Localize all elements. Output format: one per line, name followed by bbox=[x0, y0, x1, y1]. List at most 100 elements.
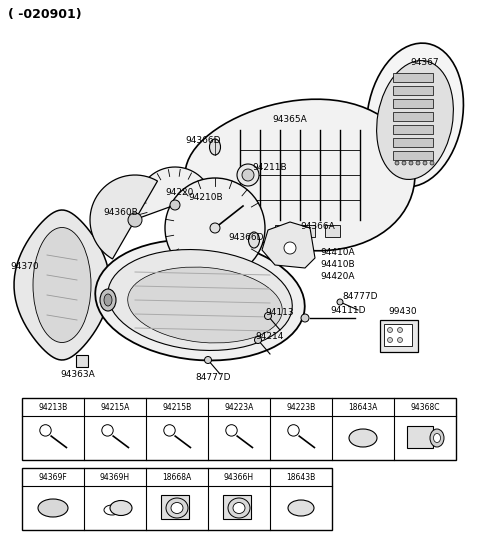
Text: 84777D: 84777D bbox=[342, 292, 377, 301]
Text: 94111D: 94111D bbox=[330, 306, 365, 315]
Ellipse shape bbox=[242, 169, 254, 181]
Ellipse shape bbox=[100, 289, 116, 311]
Bar bbox=[300, 225, 315, 237]
Ellipse shape bbox=[301, 314, 309, 322]
Ellipse shape bbox=[164, 425, 175, 436]
Ellipse shape bbox=[233, 503, 245, 514]
Bar bbox=[325, 225, 340, 237]
Text: 94420A: 94420A bbox=[320, 272, 355, 281]
Ellipse shape bbox=[288, 500, 314, 516]
Text: 94410A: 94410A bbox=[320, 248, 355, 257]
Ellipse shape bbox=[284, 242, 296, 254]
Text: 94366H: 94366H bbox=[224, 472, 254, 481]
Ellipse shape bbox=[409, 161, 413, 165]
Ellipse shape bbox=[337, 299, 343, 305]
Text: 18668A: 18668A bbox=[162, 472, 192, 481]
Text: 18643B: 18643B bbox=[287, 472, 316, 481]
Ellipse shape bbox=[430, 161, 434, 165]
Text: 99430: 99430 bbox=[388, 307, 417, 316]
Text: 94223B: 94223B bbox=[287, 403, 316, 411]
Text: 94369H: 94369H bbox=[100, 472, 130, 481]
Bar bbox=[384, 324, 412, 346]
Text: 94213B: 94213B bbox=[38, 403, 68, 411]
Ellipse shape bbox=[128, 213, 142, 227]
Polygon shape bbox=[14, 210, 110, 360]
Ellipse shape bbox=[397, 338, 403, 343]
Ellipse shape bbox=[95, 240, 305, 360]
Ellipse shape bbox=[104, 505, 120, 515]
Ellipse shape bbox=[170, 200, 180, 210]
Ellipse shape bbox=[254, 337, 262, 344]
Text: 94410B: 94410B bbox=[320, 260, 355, 269]
Bar bbox=[76, 355, 88, 367]
Polygon shape bbox=[185, 99, 415, 251]
Ellipse shape bbox=[395, 161, 399, 165]
Bar bbox=[22, 468, 332, 530]
Text: 94363A: 94363A bbox=[60, 370, 95, 379]
Ellipse shape bbox=[387, 338, 393, 343]
Text: 94369F: 94369F bbox=[38, 472, 67, 481]
Ellipse shape bbox=[204, 356, 212, 364]
Text: 94113: 94113 bbox=[265, 308, 294, 317]
Text: 94210B: 94210B bbox=[188, 193, 223, 202]
Text: 94223A: 94223A bbox=[224, 403, 254, 411]
Ellipse shape bbox=[397, 327, 403, 333]
Ellipse shape bbox=[40, 425, 51, 436]
Text: 94360B: 94360B bbox=[103, 208, 138, 217]
Text: 94366A: 94366A bbox=[300, 222, 335, 231]
Ellipse shape bbox=[367, 43, 464, 187]
Text: 94215A: 94215A bbox=[100, 403, 130, 411]
Ellipse shape bbox=[209, 139, 220, 155]
Text: 94368C: 94368C bbox=[410, 403, 440, 411]
Polygon shape bbox=[90, 175, 157, 259]
Bar bbox=[223, 495, 251, 519]
Text: 94215B: 94215B bbox=[162, 403, 192, 411]
Text: 94370: 94370 bbox=[10, 262, 38, 271]
Ellipse shape bbox=[228, 498, 250, 518]
Text: 94365A: 94365A bbox=[272, 115, 307, 124]
Ellipse shape bbox=[165, 178, 265, 278]
Ellipse shape bbox=[110, 500, 132, 515]
Text: 94214: 94214 bbox=[255, 332, 283, 341]
Ellipse shape bbox=[166, 498, 188, 518]
Polygon shape bbox=[137, 167, 211, 218]
Text: 94211B: 94211B bbox=[252, 163, 287, 172]
Ellipse shape bbox=[102, 425, 113, 436]
Ellipse shape bbox=[387, 327, 393, 333]
Bar bbox=[393, 112, 433, 121]
Text: 84777D: 84777D bbox=[195, 373, 230, 382]
Bar bbox=[393, 125, 433, 134]
Ellipse shape bbox=[402, 161, 406, 165]
Bar bbox=[393, 138, 433, 147]
Ellipse shape bbox=[433, 433, 441, 443]
Ellipse shape bbox=[38, 499, 68, 517]
Ellipse shape bbox=[210, 223, 220, 233]
Text: 18643A: 18643A bbox=[348, 403, 378, 411]
Bar bbox=[275, 225, 290, 237]
Ellipse shape bbox=[288, 425, 299, 436]
Text: 94220: 94220 bbox=[165, 188, 193, 197]
Ellipse shape bbox=[416, 161, 420, 165]
Bar bbox=[393, 73, 433, 82]
Ellipse shape bbox=[237, 164, 259, 186]
Bar bbox=[407, 426, 433, 448]
Bar bbox=[161, 495, 189, 519]
Ellipse shape bbox=[349, 429, 377, 447]
Ellipse shape bbox=[264, 312, 272, 320]
Bar bbox=[393, 86, 433, 95]
Ellipse shape bbox=[423, 161, 427, 165]
Ellipse shape bbox=[128, 267, 282, 343]
Bar bbox=[393, 99, 433, 108]
Ellipse shape bbox=[33, 228, 91, 343]
Text: 94366D: 94366D bbox=[228, 233, 264, 242]
Ellipse shape bbox=[104, 294, 112, 306]
Text: 94366D: 94366D bbox=[185, 136, 220, 145]
Text: 94367: 94367 bbox=[410, 58, 439, 67]
Ellipse shape bbox=[108, 250, 292, 350]
Ellipse shape bbox=[171, 503, 183, 514]
Ellipse shape bbox=[226, 425, 237, 436]
Polygon shape bbox=[262, 222, 315, 268]
Ellipse shape bbox=[430, 429, 444, 447]
Bar bbox=[380, 320, 418, 352]
Text: ( -020901): ( -020901) bbox=[8, 8, 82, 21]
